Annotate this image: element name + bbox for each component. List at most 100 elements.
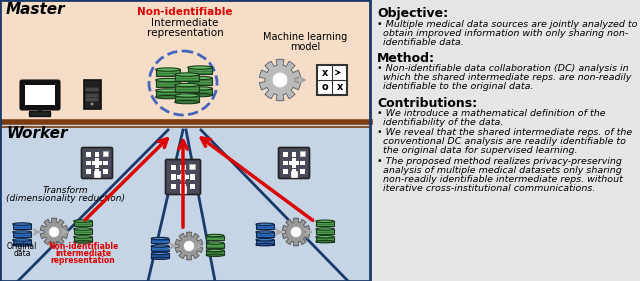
Ellipse shape bbox=[156, 78, 180, 82]
Text: Master: Master bbox=[6, 2, 66, 17]
Text: Non-identifiable: Non-identifiable bbox=[48, 242, 118, 251]
FancyBboxPatch shape bbox=[156, 90, 180, 97]
Text: • Non-identifiable data collaboration (DC) analysis in: • Non-identifiable data collaboration (D… bbox=[377, 64, 628, 73]
Ellipse shape bbox=[175, 83, 199, 87]
Ellipse shape bbox=[13, 223, 31, 225]
Polygon shape bbox=[282, 218, 310, 246]
Text: Transform: Transform bbox=[42, 186, 88, 195]
Ellipse shape bbox=[188, 66, 212, 69]
FancyBboxPatch shape bbox=[13, 240, 31, 245]
Text: Method:: Method: bbox=[377, 52, 435, 65]
Ellipse shape bbox=[188, 94, 212, 97]
Ellipse shape bbox=[256, 243, 274, 246]
Ellipse shape bbox=[151, 257, 169, 259]
FancyBboxPatch shape bbox=[300, 161, 305, 165]
Text: obtain improved information with only sharing non-: obtain improved information with only sh… bbox=[383, 29, 628, 38]
FancyBboxPatch shape bbox=[190, 165, 195, 170]
Polygon shape bbox=[175, 232, 203, 260]
Text: Objective:: Objective: bbox=[377, 7, 448, 20]
FancyBboxPatch shape bbox=[316, 237, 334, 242]
Circle shape bbox=[90, 103, 93, 105]
Ellipse shape bbox=[175, 94, 199, 97]
Text: • Multiple medical data sources are jointly analyzed to: • Multiple medical data sources are join… bbox=[377, 20, 637, 29]
Text: identifiability of the data.: identifiability of the data. bbox=[383, 118, 503, 127]
Ellipse shape bbox=[256, 231, 274, 233]
FancyBboxPatch shape bbox=[292, 161, 296, 165]
Ellipse shape bbox=[74, 228, 92, 230]
Text: Machine learning: Machine learning bbox=[263, 32, 347, 42]
Ellipse shape bbox=[206, 254, 224, 257]
FancyBboxPatch shape bbox=[256, 224, 274, 229]
FancyBboxPatch shape bbox=[188, 78, 212, 85]
Circle shape bbox=[197, 244, 201, 248]
Circle shape bbox=[276, 230, 280, 234]
FancyBboxPatch shape bbox=[86, 161, 91, 165]
Ellipse shape bbox=[74, 220, 92, 222]
FancyBboxPatch shape bbox=[29, 112, 51, 117]
Text: data: data bbox=[13, 249, 31, 258]
FancyBboxPatch shape bbox=[256, 232, 274, 237]
FancyBboxPatch shape bbox=[176, 175, 189, 179]
Ellipse shape bbox=[175, 73, 199, 76]
Ellipse shape bbox=[74, 241, 92, 243]
Circle shape bbox=[62, 230, 66, 234]
Text: representation: representation bbox=[147, 28, 223, 38]
Text: identifiable to the original data.: identifiable to the original data. bbox=[383, 82, 533, 91]
Ellipse shape bbox=[156, 89, 180, 92]
FancyBboxPatch shape bbox=[180, 175, 186, 180]
FancyBboxPatch shape bbox=[292, 152, 296, 157]
Ellipse shape bbox=[256, 239, 274, 241]
Text: o: o bbox=[321, 81, 328, 92]
Ellipse shape bbox=[316, 228, 334, 230]
FancyBboxPatch shape bbox=[190, 184, 195, 189]
FancyBboxPatch shape bbox=[180, 165, 186, 170]
FancyBboxPatch shape bbox=[316, 229, 334, 234]
FancyBboxPatch shape bbox=[86, 98, 98, 101]
Text: (dimensionality reduction): (dimensionality reduction) bbox=[6, 194, 125, 203]
Text: iterative cross-institutional communications.: iterative cross-institutional communicat… bbox=[383, 184, 595, 193]
FancyBboxPatch shape bbox=[180, 186, 186, 193]
Text: x: x bbox=[337, 81, 342, 92]
Text: non-readily identifiable intermediate reps. without: non-readily identifiable intermediate re… bbox=[383, 175, 623, 184]
FancyBboxPatch shape bbox=[151, 239, 169, 243]
FancyBboxPatch shape bbox=[288, 161, 300, 165]
FancyBboxPatch shape bbox=[95, 158, 99, 168]
FancyBboxPatch shape bbox=[175, 96, 199, 102]
FancyBboxPatch shape bbox=[95, 152, 99, 157]
FancyBboxPatch shape bbox=[300, 152, 305, 157]
FancyBboxPatch shape bbox=[181, 171, 185, 183]
Text: conventional DC analysis are readily identifiable to: conventional DC analysis are readily ide… bbox=[383, 137, 626, 146]
Text: x: x bbox=[321, 69, 328, 78]
FancyBboxPatch shape bbox=[189, 164, 195, 169]
FancyBboxPatch shape bbox=[284, 152, 288, 157]
Circle shape bbox=[49, 228, 58, 237]
FancyBboxPatch shape bbox=[95, 157, 99, 169]
Text: intermediate: intermediate bbox=[55, 249, 111, 258]
FancyBboxPatch shape bbox=[190, 175, 195, 180]
FancyBboxPatch shape bbox=[94, 171, 100, 177]
Circle shape bbox=[291, 228, 301, 237]
Text: • We introduce a mathematical definition of the: • We introduce a mathematical definition… bbox=[377, 109, 605, 118]
FancyBboxPatch shape bbox=[291, 171, 297, 177]
Ellipse shape bbox=[156, 68, 180, 71]
FancyBboxPatch shape bbox=[13, 232, 31, 237]
FancyBboxPatch shape bbox=[83, 80, 100, 108]
Ellipse shape bbox=[316, 220, 334, 223]
FancyBboxPatch shape bbox=[86, 88, 98, 91]
FancyBboxPatch shape bbox=[316, 221, 334, 226]
Ellipse shape bbox=[156, 96, 180, 99]
FancyBboxPatch shape bbox=[74, 237, 92, 242]
Text: the original data for supervised learning.: the original data for supervised learnin… bbox=[383, 146, 577, 155]
Text: which the shared intermediate reps. are non-readily: which the shared intermediate reps. are … bbox=[383, 73, 631, 82]
Polygon shape bbox=[259, 59, 301, 101]
FancyBboxPatch shape bbox=[206, 250, 224, 255]
FancyBboxPatch shape bbox=[151, 253, 169, 258]
FancyBboxPatch shape bbox=[177, 175, 189, 179]
FancyBboxPatch shape bbox=[86, 152, 91, 157]
FancyBboxPatch shape bbox=[317, 65, 347, 95]
FancyBboxPatch shape bbox=[292, 157, 296, 169]
Ellipse shape bbox=[206, 234, 224, 237]
FancyBboxPatch shape bbox=[171, 175, 176, 180]
Ellipse shape bbox=[151, 237, 169, 240]
FancyBboxPatch shape bbox=[206, 235, 224, 240]
